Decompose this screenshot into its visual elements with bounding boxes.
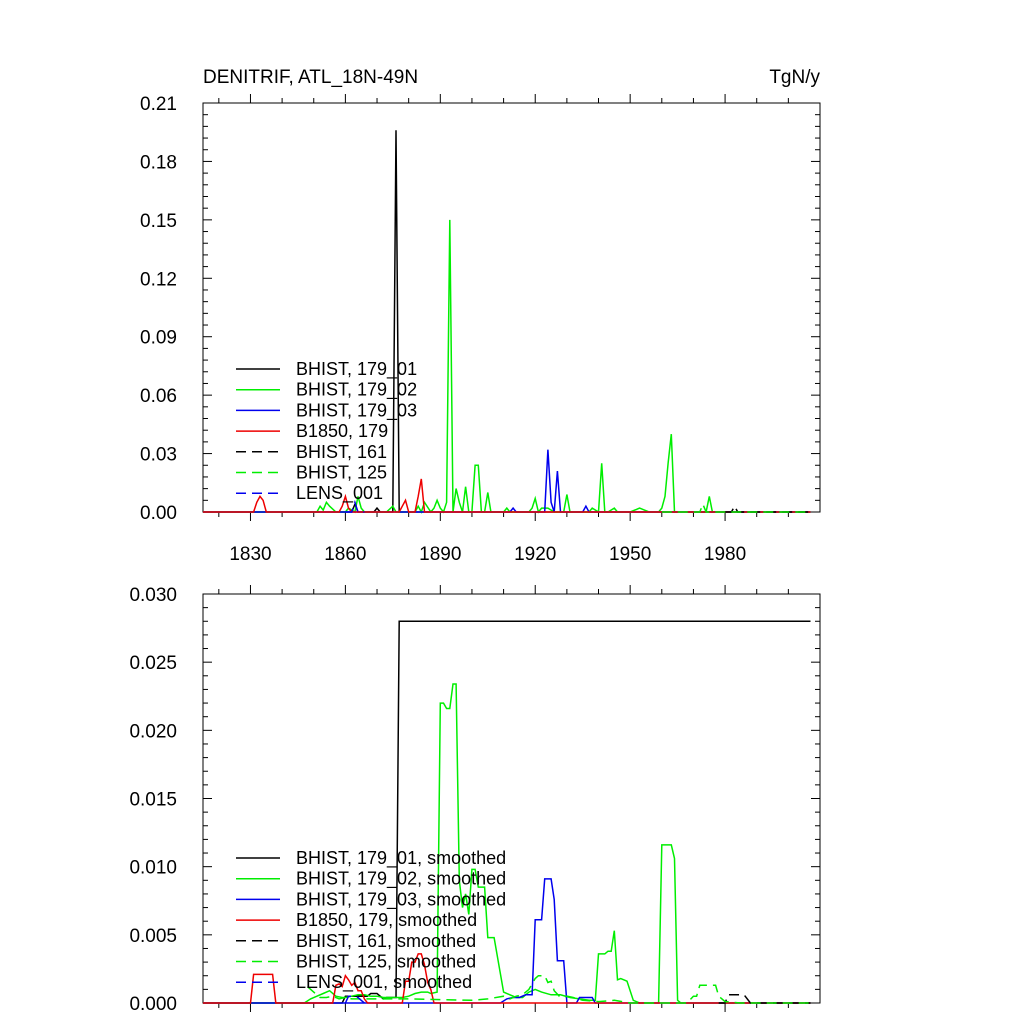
top-chart-panel: 0.00 0.03 0.06 0.09 0.12 0.15 0.18 0.21 1830 1860… xyxy=(140,94,821,565)
series-line-1 xyxy=(203,683,811,1004)
y-tick-label: 0.020 xyxy=(129,721,177,742)
legend-label: BHIST, 125, smoothed xyxy=(296,952,476,972)
y-tick-label: 0.21 xyxy=(140,94,177,115)
x-tick-label: 1920 xyxy=(514,544,556,565)
legend-label: LENS_001, smoothed xyxy=(296,972,472,993)
series-line-5 xyxy=(306,974,811,1004)
x-tick-label: 1980 xyxy=(704,544,746,565)
legend-label: BHIST, 161, smoothed xyxy=(296,931,476,951)
x-tick-label: 1860 xyxy=(324,544,366,565)
y-tick-label: 0.18 xyxy=(140,152,177,173)
y-tick-label: 0.030 xyxy=(129,585,177,606)
series-line-6 xyxy=(344,995,365,1004)
y-tick-label: 0.12 xyxy=(140,269,177,290)
y-tick-label: 0.005 xyxy=(129,926,177,947)
series-line-4 xyxy=(718,994,811,1004)
y-tick-label: 0.010 xyxy=(129,858,177,879)
legend-label: BHIST, 161 xyxy=(296,442,387,462)
series-line-5 xyxy=(661,502,811,513)
legend-label: BHIST, 179_01 xyxy=(296,359,417,380)
series-line-3 xyxy=(203,953,811,1004)
legend-label: BHIST, 179_03 xyxy=(296,400,417,421)
units-label: TgN/y xyxy=(769,67,820,88)
series-line-6 xyxy=(345,499,365,513)
series-line-0 xyxy=(203,620,811,1004)
series-line-2 xyxy=(203,878,811,1004)
series-line-1 xyxy=(203,219,811,514)
series-line-4 xyxy=(725,504,811,513)
chart-title: DENITRIF, ATL_18N-49N xyxy=(203,67,418,88)
y-tick-label: 0.015 xyxy=(129,790,177,811)
series-line-0 xyxy=(203,130,811,513)
y-tick-label: 0.000 xyxy=(129,994,177,1015)
bottom-chart-panel: 0.000 0.005 0.010 0.015 0.020 0.025 0.030 BHIST… xyxy=(129,585,821,1015)
legend-label: BHIST, 179_01, smoothed xyxy=(296,848,506,869)
legend-label: B1850, 179 xyxy=(296,421,388,441)
x-tick-label: 1890 xyxy=(419,544,461,565)
legend-label: BHIST, 179_02 xyxy=(296,380,417,401)
y-tick-label: 0.09 xyxy=(140,328,177,349)
series-line-2 xyxy=(203,449,811,513)
series-line-3 xyxy=(203,478,811,513)
x-tick-label: 1830 xyxy=(229,544,271,565)
y-tick-label: 0.03 xyxy=(140,445,177,466)
x-tick-label: 1950 xyxy=(609,544,651,565)
legend-label: BHIST, 125 xyxy=(296,463,387,483)
legend-label: BHIST, 179_02, smoothed xyxy=(296,869,506,890)
legend-label: B1850, 179, smoothed xyxy=(296,910,477,930)
y-tick-label: 0.15 xyxy=(140,211,177,232)
y-tick-label: 0.00 xyxy=(140,503,177,524)
y-tick-label: 0.025 xyxy=(129,653,177,674)
legend-label: BHIST, 179_03, smoothed xyxy=(296,889,506,910)
y-tick-label: 0.06 xyxy=(140,386,177,407)
legend-label: LENS_001 xyxy=(296,483,383,504)
